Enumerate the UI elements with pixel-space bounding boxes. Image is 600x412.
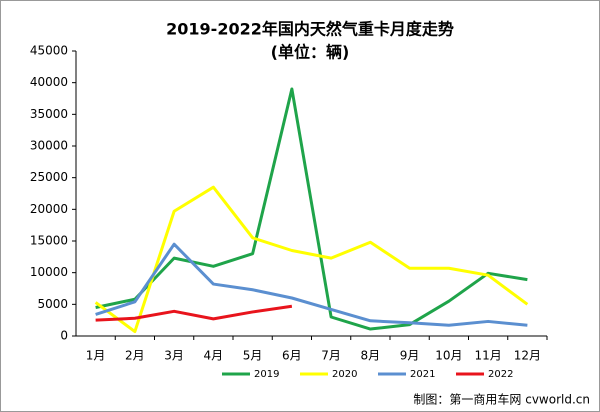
x-tick-label: 12月 [514,349,541,363]
series-line [95,304,293,322]
y-tick-label: 10000 [30,265,68,279]
x-tick-label: 10月 [435,349,462,363]
y-tick-label: 20000 [30,202,68,216]
y-tick-label: 15000 [30,234,68,248]
legend-label: 2019 [254,369,279,380]
x-tick-label: 6月 [282,349,302,363]
source: 制图：第一商用车网 cvworld.cn [413,392,590,407]
series-line [95,242,528,327]
chart-subtitle: (单位：辆) [271,43,350,62]
legend-label: 2021 [410,369,435,380]
y-tick-label: 25000 [30,170,68,184]
series-line [94,185,529,334]
y-tick-label: 0 [60,329,68,343]
x-tick-label: 9月 [400,349,420,363]
y-tick-label: 45000 [30,44,68,58]
x-tick-label: 4月 [204,349,224,363]
x-tick-label: 8月 [361,349,381,363]
y-tick-label: 35000 [30,107,68,121]
y-tick-label: 40000 [30,75,68,89]
legend-label: 2020 [332,369,357,380]
x-tick-label: 11月 [474,349,501,363]
chart-title: 2019-2022年国内天然气重卡月度走势 [166,20,454,39]
x-tick-label: 1月 [86,349,106,363]
x-tick-label: 2月 [125,349,145,363]
x-tick-label: 5月 [243,349,263,363]
x-tick-label: 3月 [164,349,184,363]
y-tick-label: 30000 [30,139,68,153]
legend-label: 2022 [488,369,513,380]
x-tick-label: 7月 [321,349,341,363]
y-tick-label: 5000 [37,297,68,311]
series-line [95,87,528,331]
